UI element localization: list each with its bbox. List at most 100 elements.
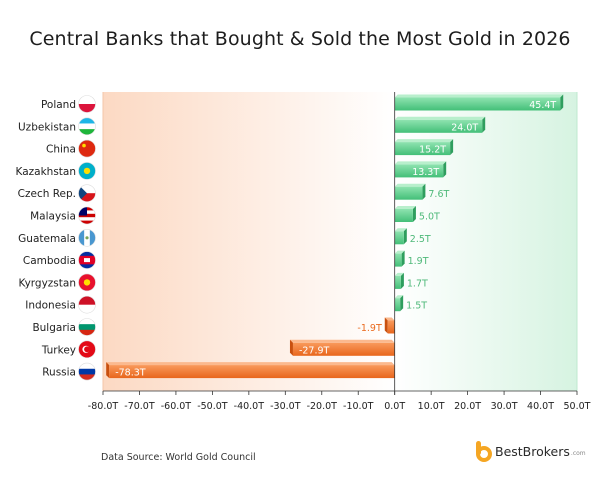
x-tick-label: -50.0T: [197, 401, 228, 412]
value-label: 45.4T: [529, 100, 556, 111]
value-label: 2.5T: [410, 234, 431, 245]
bar-top-face: [384, 317, 395, 321]
x-tick-label: -80.0T: [88, 401, 119, 412]
bar-kazakhstan: [394, 164, 444, 178]
flag-outline: [78, 206, 96, 225]
china-flag-icon: [78, 139, 96, 158]
bar-kyrgyzstan: [394, 275, 401, 289]
value-label: -27.9T: [299, 345, 330, 356]
flag-outline: [78, 117, 96, 136]
value-label: -1.9T: [357, 323, 382, 334]
x-tick-label: -10.0T: [343, 401, 374, 412]
bar-top-face: [394, 272, 404, 276]
malaysia-flag-icon: [78, 206, 96, 225]
x-tick-label: -40.0T: [234, 401, 265, 412]
category-label: Guatemala: [18, 233, 76, 245]
bar-side-face: [289, 339, 293, 356]
bar-side-face: [422, 183, 426, 200]
flag-outline: [78, 340, 96, 359]
bar-guatemala: [394, 231, 404, 245]
bulgaria-flag-icon: [78, 318, 96, 336]
bar-top-face: [394, 250, 405, 254]
flag-outline: [78, 184, 96, 202]
bar-side-face: [400, 295, 404, 312]
x-tick-label: -30.0T: [270, 401, 301, 412]
x-tick-label: 0.0T: [384, 401, 405, 412]
brand-logo[interactable]: BestBrokers .com: [474, 440, 586, 462]
category-label: Cambodia: [23, 255, 76, 267]
flag-outline: [78, 295, 96, 314]
flag-outline: [78, 362, 96, 381]
value-label: 7.6T: [428, 189, 449, 200]
category-label: Turkey: [41, 344, 76, 356]
bar-side-face: [400, 272, 404, 289]
bar-side-face: [450, 139, 454, 156]
value-label: 1.7T: [407, 278, 428, 289]
bar-top-face: [394, 94, 564, 98]
bar-top-face: [394, 116, 486, 120]
bar-top-face: [394, 295, 404, 299]
bar-malaysia: [394, 209, 413, 222]
turkey-flag-icon: [78, 340, 96, 359]
bar-poland: [394, 97, 561, 111]
bar-side-face: [384, 317, 388, 334]
russia-flag-icon: [78, 362, 96, 381]
bar-uzbekistan: [394, 119, 483, 133]
bar-side-face: [560, 94, 564, 111]
value-label: 24.0T: [451, 122, 478, 133]
bar-top-face: [394, 161, 447, 165]
kyrgyzstan-flag-icon: [78, 273, 96, 292]
category-label: Poland: [41, 99, 76, 111]
flag-outline: [78, 229, 96, 247]
bar-side-face: [443, 161, 447, 178]
bar-top-face: [394, 206, 416, 209]
category-label: Czech Rep.: [18, 188, 76, 200]
category-label: Russia: [42, 367, 76, 379]
x-tick-label: 30.0T: [491, 401, 518, 412]
flag-outline: [78, 139, 96, 158]
category-label: China: [46, 144, 76, 156]
czech-flag-icon: [78, 184, 96, 202]
bar-indonesia: [394, 298, 401, 312]
brand-suffix: .com: [570, 449, 586, 457]
category-label: Indonesia: [25, 300, 76, 312]
bestbrokers-logo-icon: [476, 441, 492, 462]
value-label: 5.0T: [419, 212, 440, 223]
bar-top-face: [394, 183, 426, 187]
value-label: 13.3T: [412, 167, 439, 178]
value-label: 1.9T: [408, 256, 429, 267]
bar-russia: [109, 365, 395, 379]
flag-outline: [78, 162, 96, 180]
bar-side-face: [106, 362, 110, 379]
bar-top-face: [289, 339, 395, 343]
bar-side-face: [482, 116, 486, 133]
x-tick-label: 50.0T: [564, 401, 591, 412]
bar-turkey: [292, 342, 395, 356]
bar-side-face: [401, 250, 405, 267]
bar-czech-rep-: [394, 186, 423, 200]
flag-outline: [78, 251, 96, 269]
value-label: -78.3T: [115, 368, 146, 379]
value-label: 1.5T: [406, 301, 427, 312]
guatemala-flag-icon: [78, 229, 96, 247]
cambodia-flag-icon: [78, 251, 96, 269]
value-label: 15.2T: [419, 145, 446, 156]
bar-bulgaria: [387, 320, 395, 334]
x-tick-label: -70.0T: [124, 401, 155, 412]
bar-top-face: [394, 139, 454, 143]
category-label: Bulgaria: [32, 322, 76, 334]
flag-outline: [78, 318, 96, 336]
indonesia-flag-icon: [78, 295, 96, 314]
x-tick-label: 40.0T: [527, 401, 554, 412]
poland-flag-icon: [78, 95, 96, 113]
bar-cambodia: [394, 253, 402, 267]
category-label: Kazakhstan: [16, 166, 77, 178]
bar-top-face: [106, 362, 395, 366]
flag-outline: [78, 95, 96, 113]
bar-china: [394, 142, 451, 156]
x-tick-label: -60.0T: [161, 401, 192, 412]
bar-side-face: [412, 206, 416, 222]
flag-outline: [78, 273, 96, 292]
kazakhstan-flag-icon: [78, 162, 96, 180]
